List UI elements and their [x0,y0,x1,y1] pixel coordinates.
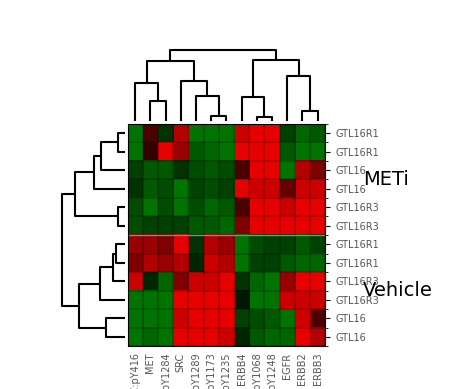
Text: Vehicle: Vehicle [363,281,433,300]
Text: METi: METi [363,170,409,189]
